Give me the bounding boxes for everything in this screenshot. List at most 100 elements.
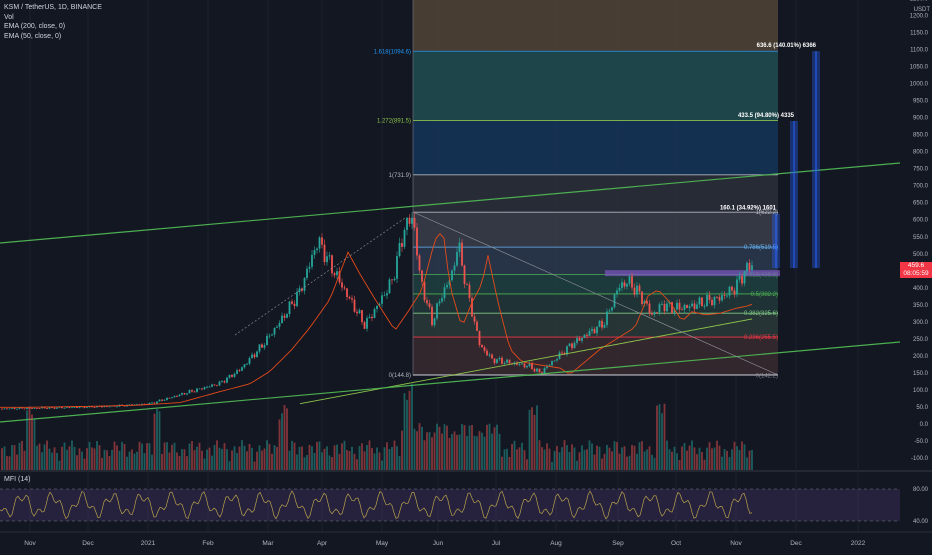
volume-bar bbox=[233, 446, 236, 470]
candle-body bbox=[648, 303, 651, 314]
volume-bar bbox=[406, 399, 408, 470]
volume-bar bbox=[423, 440, 426, 470]
mfi-legend[interactable]: MFI (14) bbox=[4, 476, 31, 483]
volume-bar bbox=[231, 450, 233, 470]
volume-bar bbox=[156, 409, 158, 470]
volume-bar bbox=[66, 449, 68, 470]
volume-bar bbox=[268, 444, 271, 470]
legend-symbol[interactable]: KSM / TetherUS, 1D, BINANCE bbox=[4, 4, 102, 11]
volume-bar bbox=[203, 458, 206, 470]
volume-bar bbox=[273, 445, 276, 470]
candle-body bbox=[553, 360, 556, 362]
volume-bar bbox=[133, 453, 136, 470]
price-tick-label: 950.0 bbox=[913, 99, 929, 105]
candle-body bbox=[751, 265, 753, 270]
price-tick-label: 350.0 bbox=[913, 303, 929, 309]
candle-body bbox=[198, 388, 201, 390]
volume-bar bbox=[158, 411, 161, 470]
candle-body bbox=[143, 403, 146, 405]
volume-bar bbox=[8, 456, 11, 470]
volume-bar bbox=[206, 449, 208, 470]
volume-bar bbox=[588, 440, 591, 470]
volume-bar bbox=[613, 441, 616, 470]
volume-bar bbox=[61, 446, 63, 470]
fib-zone bbox=[413, 293, 778, 314]
volume-bar bbox=[533, 414, 536, 470]
candle-body bbox=[658, 304, 661, 313]
candle-body bbox=[651, 313, 653, 315]
candle-body bbox=[711, 299, 713, 306]
legend-volume[interactable]: Vol bbox=[4, 13, 14, 21]
fib-level-label: 0(142.2) bbox=[756, 374, 778, 380]
fib-ext-zone bbox=[413, 0, 778, 52]
candle-body bbox=[381, 295, 383, 304]
candle-body bbox=[508, 359, 511, 364]
volume-bar bbox=[723, 449, 726, 470]
volume-bar bbox=[263, 448, 266, 470]
volume-bar bbox=[421, 426, 423, 470]
candle-body bbox=[48, 407, 51, 409]
volume-bar bbox=[528, 409, 531, 470]
candle-body bbox=[278, 323, 281, 327]
volume-bar bbox=[211, 455, 213, 470]
volume-bar bbox=[543, 449, 546, 470]
candle-body bbox=[136, 404, 138, 406]
volume-bar bbox=[128, 451, 131, 470]
time-tick-label: 2022 bbox=[851, 540, 866, 547]
candle-body bbox=[521, 363, 523, 365]
volume-bar bbox=[328, 455, 331, 470]
volume-bar bbox=[693, 447, 696, 470]
time-tick-label: 2021 bbox=[141, 540, 156, 547]
candle-body bbox=[261, 344, 263, 348]
candle-body bbox=[421, 270, 423, 282]
volume-bar bbox=[253, 461, 256, 470]
volume-bar bbox=[98, 445, 101, 470]
candle-body bbox=[51, 407, 53, 409]
candle-body bbox=[493, 358, 496, 364]
volume-bar bbox=[343, 440, 346, 470]
volume-bar bbox=[456, 434, 458, 470]
candle-body bbox=[283, 315, 286, 318]
volume-bar bbox=[318, 441, 321, 470]
candle-body bbox=[363, 322, 366, 329]
volume-bar bbox=[453, 431, 456, 470]
candle-body bbox=[153, 402, 156, 404]
candle-body bbox=[671, 302, 673, 313]
volume-bar bbox=[261, 450, 263, 470]
volume-bar bbox=[553, 450, 556, 470]
measure-label: 433.5 (94.80%) 4335 bbox=[738, 113, 795, 119]
candle-body bbox=[716, 296, 718, 298]
candle-body bbox=[53, 407, 56, 409]
candle-body bbox=[321, 237, 323, 245]
candle-body bbox=[443, 287, 446, 299]
volume-bar bbox=[366, 444, 368, 470]
price-tick-label: 1200.0 bbox=[910, 13, 929, 19]
fib-zone bbox=[413, 247, 778, 275]
candle-body bbox=[526, 366, 528, 368]
volume-bar bbox=[458, 434, 461, 470]
candle-body bbox=[348, 296, 351, 299]
measure-label: 636.6 (140.01%) 6366 bbox=[757, 43, 817, 49]
volume-bar bbox=[718, 445, 721, 470]
last-price: 459.6 bbox=[907, 262, 925, 269]
volume-bar bbox=[146, 443, 148, 470]
fib-ext-label: 1(731.9) bbox=[389, 173, 411, 179]
candle-body bbox=[586, 334, 588, 336]
candle-body bbox=[516, 362, 518, 365]
candle-body bbox=[743, 271, 746, 284]
volume-bar bbox=[101, 457, 103, 470]
volume-bar bbox=[428, 432, 431, 470]
candle-body bbox=[738, 275, 741, 280]
legend-ema50[interactable]: EMA (50, close, 0) bbox=[4, 32, 62, 40]
candle-body bbox=[271, 334, 273, 336]
volume-bar bbox=[376, 447, 378, 470]
volume-bar bbox=[58, 460, 61, 470]
volume-bar bbox=[33, 418, 36, 470]
candle-body bbox=[208, 386, 211, 388]
candle-body bbox=[741, 275, 743, 284]
price-tick-label: -100.0 bbox=[911, 456, 929, 462]
legend-ema200[interactable]: EMA (200, close, 0) bbox=[4, 23, 66, 30]
volume-bar bbox=[333, 445, 336, 470]
